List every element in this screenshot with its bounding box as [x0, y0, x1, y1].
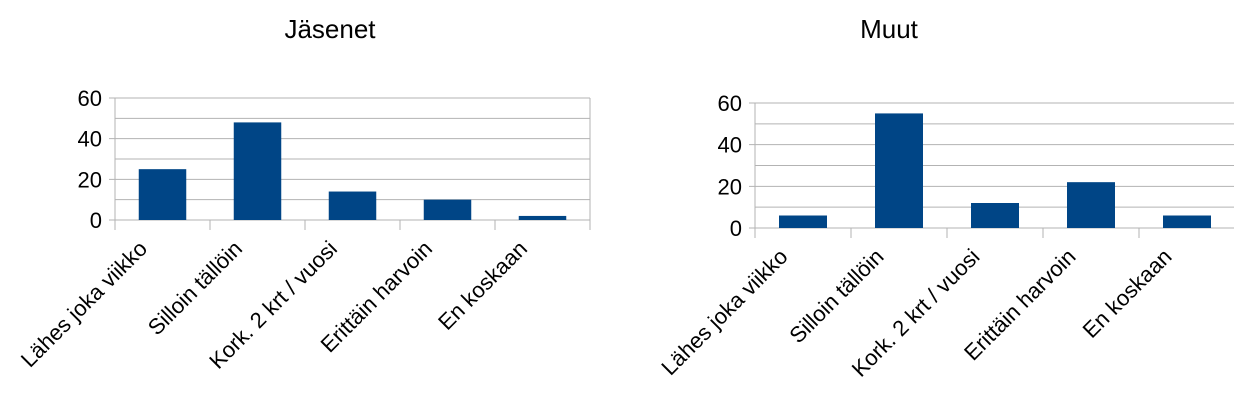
chart-jasenet: Jäsenet 0 20 40 60 Lähes joka viikkoSilloin …: [16, 14, 590, 374]
y-tick-label: 60: [718, 91, 742, 116]
y-tick-label: 20: [718, 174, 742, 199]
x-category-label: Silloin tällöin: [784, 244, 888, 348]
y-tick-label: 40: [78, 127, 102, 152]
y-tick-label: 0: [730, 216, 742, 241]
y-tick-label: 40: [718, 133, 742, 158]
bar: [329, 192, 377, 220]
bar: [1163, 216, 1211, 229]
bar: [875, 113, 923, 228]
bar: [139, 169, 187, 220]
y-tick-label: 20: [78, 167, 102, 192]
x-category-label: Silloin tällöin: [143, 236, 247, 340]
chart-title: Muut: [860, 14, 919, 44]
bar: [779, 216, 827, 229]
chart-title: Jäsenet: [284, 14, 376, 44]
y-tick-label: 60: [78, 86, 102, 111]
x-category-label: Lähes joka viikko: [16, 236, 152, 372]
y-tick-label: 0: [90, 208, 102, 233]
x-category-label: En koskaan: [1078, 244, 1177, 343]
bar: [424, 200, 472, 220]
bar: [234, 122, 282, 220]
x-category-label: En koskaan: [433, 236, 532, 335]
bar: [971, 203, 1019, 228]
x-category-label: Lähes joka viikko: [656, 244, 792, 380]
bar: [519, 216, 567, 220]
bar: [1067, 182, 1115, 228]
